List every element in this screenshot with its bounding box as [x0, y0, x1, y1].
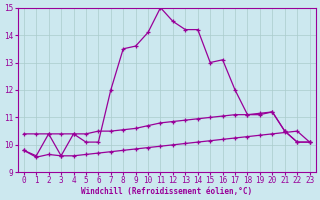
- X-axis label: Windchill (Refroidissement éolien,°C): Windchill (Refroidissement éolien,°C): [81, 187, 252, 196]
